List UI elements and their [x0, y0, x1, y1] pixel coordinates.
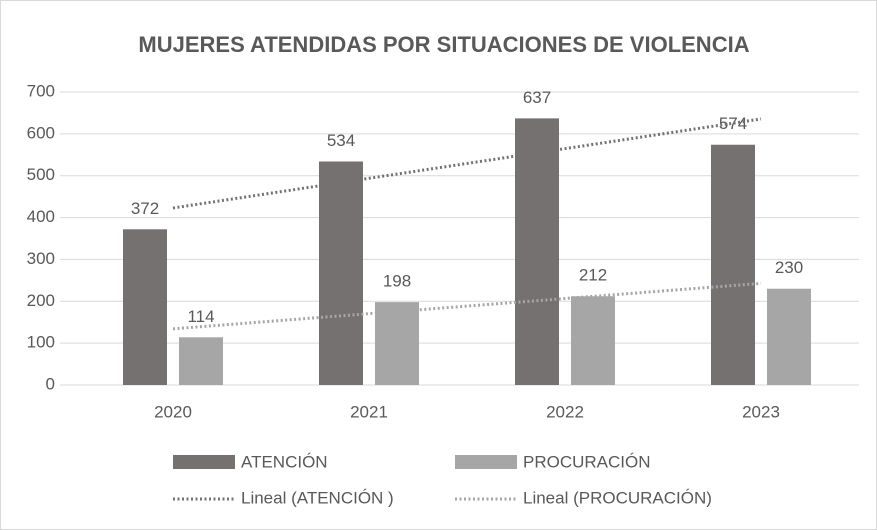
y-tick-label: 0 — [46, 374, 55, 393]
data-label: 534 — [327, 131, 355, 150]
y-tick-label: 600 — [27, 123, 55, 142]
bar — [319, 161, 363, 385]
legend-label: Lineal (ATENCIÓN ) — [241, 488, 394, 507]
data-label: 574 — [719, 114, 747, 133]
data-label: 372 — [131, 199, 159, 218]
bar — [711, 145, 755, 385]
x-tick-label: 2023 — [742, 402, 780, 421]
data-label: 198 — [383, 272, 411, 291]
legend-label: PROCURACIÓN — [523, 452, 651, 471]
bar — [571, 296, 615, 385]
y-tick-label: 500 — [27, 165, 55, 184]
data-label: 114 — [187, 307, 214, 326]
y-tick-label: 700 — [27, 81, 55, 100]
bar — [123, 229, 167, 385]
y-tick-label: 400 — [27, 207, 55, 226]
y-tick-label: 200 — [27, 291, 55, 310]
data-label: 230 — [775, 258, 803, 277]
bar — [179, 337, 223, 385]
chart-title: MUJERES ATENDIDAS POR SITUACIONES DE VIO… — [138, 32, 749, 57]
bar — [767, 289, 811, 385]
legend-label: ATENCIÓN — [241, 452, 328, 471]
data-label: 637 — [523, 88, 551, 107]
legend-label: Lineal (PROCURACIÓN) — [523, 488, 712, 507]
x-tick-label: 2022 — [546, 402, 584, 421]
x-tick-label: 2021 — [350, 402, 388, 421]
y-tick-label: 100 — [27, 333, 55, 352]
bar — [375, 302, 419, 385]
y-tick-label: 300 — [27, 249, 55, 268]
legend-swatch — [455, 455, 517, 469]
chart: MUJERES ATENDIDAS POR SITUACIONES DE VIO… — [0, 0, 877, 530]
legend-swatch — [173, 455, 235, 469]
bar — [515, 118, 559, 385]
data-label: 212 — [579, 266, 607, 285]
x-tick-label: 2020 — [154, 402, 192, 421]
